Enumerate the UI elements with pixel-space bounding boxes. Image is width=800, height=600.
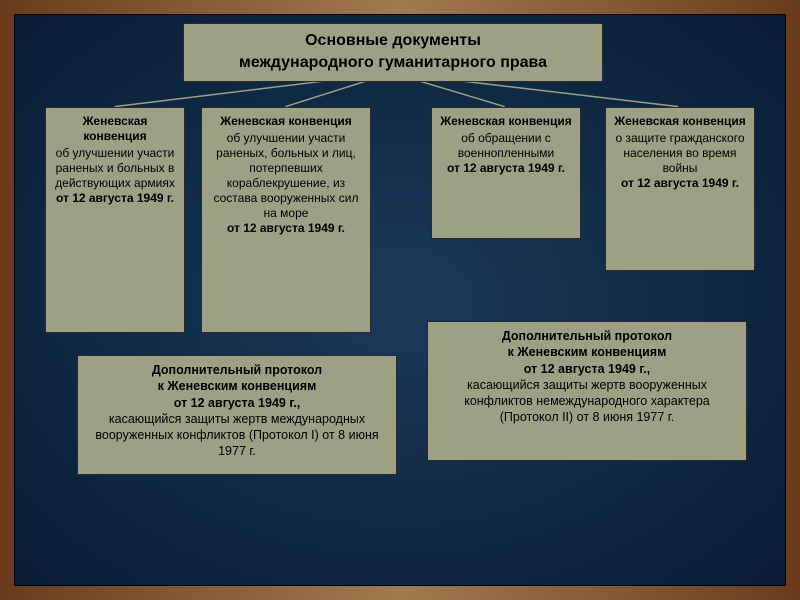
protocol-body: касающийся защиты жертв международных во… — [84, 411, 390, 460]
slide-background: Основные документы международного гумани… — [14, 14, 786, 586]
header-line1: Основные документы — [190, 30, 596, 52]
protocol-line1: Дополнительный протокол — [434, 328, 740, 344]
protocol-box-2: Дополнительный протокол к Женевским конв… — [427, 321, 747, 461]
header-box: Основные документы международного гумани… — [183, 23, 603, 82]
protocol-line1: Дополнительный протокол — [84, 362, 390, 378]
protocol-line3: от 12 августа 1949 г., — [434, 361, 740, 377]
card-date: от 12 августа 1949 г. — [612, 176, 748, 191]
header-line2: международного гуманитарного права — [190, 52, 596, 74]
convention-card-3: Женевская конвенция об обращении с военн… — [431, 107, 581, 239]
protocol-body: касающийся защиты жертв вооруженных конф… — [434, 377, 740, 426]
protocol-line2: к Женевским конвенциям — [434, 344, 740, 360]
card-title: Женевская конвенция — [438, 114, 574, 129]
card-date: от 12 августа 1949 г. — [438, 161, 574, 176]
convention-card-2: Женевская конвенция об улучшении участи … — [201, 107, 371, 333]
convention-card-4: Женевская конвенция о защите гражданског… — [605, 107, 755, 271]
card-body: об улучшении участи раненых и больных в … — [52, 146, 178, 191]
protocol-line2: к Женевским конвенциям — [84, 378, 390, 394]
protocol-box-1: Дополнительный протокол к Женевским конв… — [77, 355, 397, 475]
card-body: об обращении с военнопленными — [438, 131, 574, 161]
card-body: о защите гражданского населения во время… — [612, 131, 748, 176]
card-date: от 12 августа 1949 г. — [208, 221, 364, 236]
card-title: Женевская конвенция — [208, 114, 364, 129]
card-title: Женевская конвенция — [52, 114, 178, 144]
convention-card-1: Женевская конвенция об улучшении участи … — [45, 107, 185, 333]
card-title: Женевская конвенция — [612, 114, 748, 129]
card-date: от 12 августа 1949 г. — [52, 191, 178, 206]
protocol-line3: от 12 августа 1949 г., — [84, 395, 390, 411]
wood-frame: Основные документы международного гумани… — [0, 0, 800, 600]
card-body: об улучшении участи раненых, больных и л… — [208, 131, 364, 221]
